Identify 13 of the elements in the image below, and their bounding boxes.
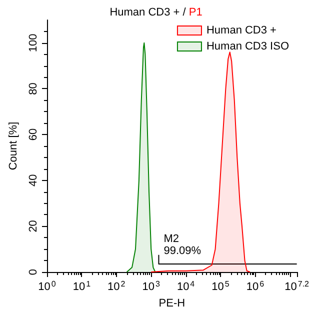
- y-axis-title: Count [%]: [8, 122, 20, 170]
- y-tick-label: 100: [28, 34, 40, 52]
- y-tick-label: 0: [28, 268, 40, 276]
- x-axis-title: PE-H: [158, 298, 186, 310]
- legend-label: Human CD3 +: [206, 24, 276, 36]
- legend-label: Human CD3 ISO: [206, 40, 290, 52]
- y-tick-label: 20: [28, 220, 40, 232]
- y-tick-label: 80: [28, 82, 40, 95]
- chart-title: Human CD3 + / P1: [110, 6, 202, 18]
- annotation: M2: [164, 232, 180, 245]
- annotation: 99.09%: [164, 244, 202, 257]
- y-tick-label: 60: [28, 128, 40, 141]
- y-tick-label: 40: [28, 174, 40, 186]
